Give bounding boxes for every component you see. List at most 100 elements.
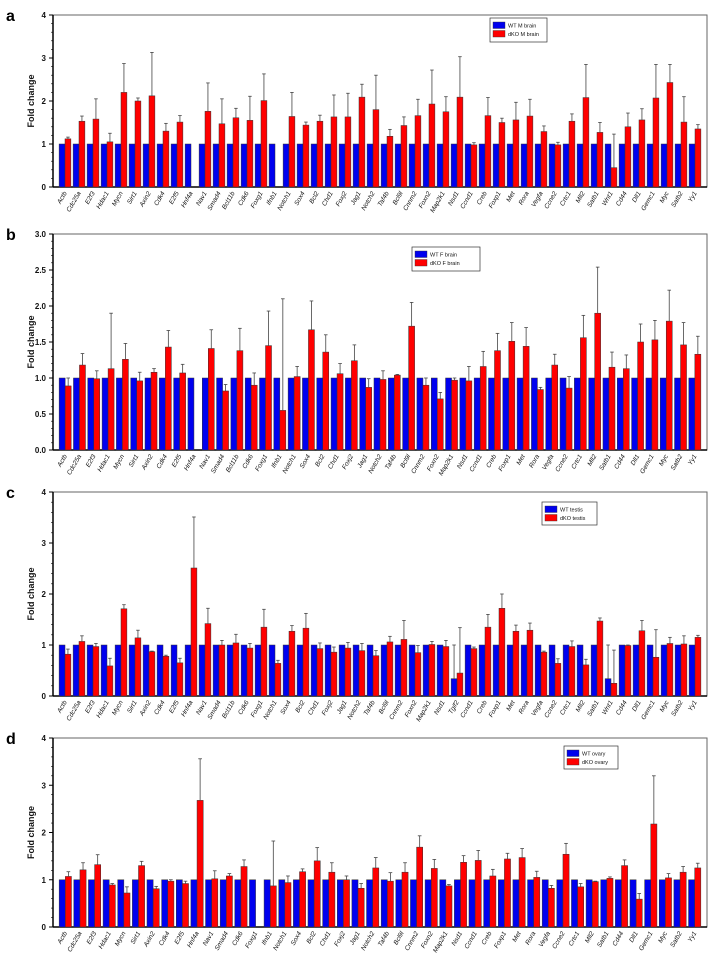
dko-bar: [621, 865, 628, 928]
wt-bar: [302, 377, 309, 451]
wt-bar: [483, 879, 491, 928]
dko-bar: [635, 898, 643, 928]
x-tick-label: Mll2: [584, 930, 596, 944]
dko-bar: [148, 651, 156, 697]
wt-bar: [359, 377, 366, 451]
x-tick-label: Nav1: [195, 190, 209, 207]
legend-box: [411, 246, 481, 272]
x-tick-label: Chd1: [319, 930, 333, 947]
x-tick-label: Bcl9l: [378, 699, 391, 715]
wt-bar: [645, 377, 653, 451]
x-tick-label: Tgif2: [447, 699, 460, 715]
dko-bar: [651, 339, 659, 451]
x-tick-label: Sox4: [290, 930, 304, 947]
dko-bar: [204, 623, 212, 697]
x-tick-label: Met: [505, 698, 517, 712]
wt-bar: [128, 644, 136, 697]
dko-bar: [551, 364, 558, 451]
wt-bar: [58, 143, 66, 188]
wt-bar: [198, 143, 206, 188]
wt-bar: [492, 143, 500, 188]
x-tick-label: Gemc1: [640, 699, 657, 721]
wt-bar: [556, 879, 564, 928]
x-tick-label: Ccne2: [543, 699, 559, 719]
wt-bar: [408, 644, 416, 697]
x-tick-label: Ccnd1: [463, 930, 479, 950]
wt-bar: [445, 377, 452, 451]
legend-box: [489, 17, 548, 43]
wt-bar: [632, 143, 640, 188]
wt-bar: [310, 644, 318, 697]
dko-bar: [456, 672, 464, 697]
dko-bar: [148, 95, 156, 188]
x-tick-label: Yy1: [687, 190, 699, 204]
x-tick-label: Actb: [56, 930, 69, 946]
wt-bar: [520, 143, 528, 188]
dko-bar: [694, 637, 702, 697]
x-tick-label: Vegfa: [541, 453, 556, 471]
dko-bar: [484, 115, 492, 188]
dko-bar: [134, 637, 142, 697]
wt-bar: [380, 644, 388, 697]
legend-swatch: [566, 758, 580, 766]
x-tick-label: Foxg1: [244, 930, 259, 949]
legend-swatch: [414, 259, 428, 267]
x-tick-label: Notch1: [281, 453, 298, 475]
wt-bar: [345, 377, 352, 451]
dko-bar: [610, 683, 618, 697]
dko-bar: [288, 630, 296, 697]
x-tick-label: Gemc1: [639, 453, 656, 475]
dko-bar: [652, 97, 660, 188]
dko-bar: [537, 389, 544, 451]
x-tick-label: Bcl2: [305, 930, 318, 945]
wt-bar: [373, 377, 381, 451]
dko-bar: [484, 626, 492, 697]
wt-bar: [366, 879, 373, 928]
panel-letter: c: [6, 485, 15, 502]
dko-bar: [498, 122, 506, 188]
x-tick-label: Axin2: [138, 699, 153, 718]
wt-bar: [254, 644, 262, 697]
wt-bar: [240, 644, 248, 697]
dko-bar: [330, 116, 338, 188]
legend: WT testis dKO testis: [541, 501, 598, 526]
wt-bar: [688, 143, 696, 188]
x-tick-label: Sox4: [293, 190, 307, 207]
dko-bar: [138, 865, 145, 928]
x-tick-label: Satb1: [586, 699, 601, 718]
dko-bar: [694, 128, 702, 188]
wt-bar: [187, 377, 195, 451]
x-tick-label: Satb1: [596, 930, 611, 949]
dko-bar: [386, 136, 394, 188]
dko-bar: [236, 350, 244, 451]
x-tick-label: Gemc1: [640, 190, 657, 212]
x-tick-label: Cdc25a: [66, 930, 83, 953]
dko-bar: [637, 341, 644, 451]
dko-bar: [666, 82, 674, 188]
dko-bar: [387, 880, 394, 928]
wt-bar: [534, 644, 542, 697]
wt-bar: [249, 879, 256, 928]
dko-bar: [436, 398, 444, 451]
x-tick-label: Nsd1: [447, 190, 461, 207]
dko-bar: [489, 875, 497, 928]
x-tick-label: Bcl9l: [392, 190, 405, 206]
dko-bar: [372, 109, 380, 188]
wt-bar: [439, 879, 447, 928]
x-tick-label: Cdc25a: [66, 453, 83, 476]
panel-letter: d: [6, 731, 16, 748]
wt-bar: [464, 143, 472, 188]
x-tick-label: Dll1: [630, 453, 642, 467]
dko-bar: [250, 384, 258, 451]
wt-bar: [660, 143, 668, 188]
wt-bar: [307, 879, 315, 928]
wt-bar: [296, 644, 304, 697]
dko-bar: [240, 866, 248, 928]
wt-bar: [659, 879, 666, 928]
dko-bar: [260, 100, 268, 188]
dko-bar: [650, 823, 658, 928]
wt-bar: [506, 143, 514, 188]
wt-bar: [72, 644, 80, 697]
wt-bar: [101, 377, 109, 451]
x-tick-label: Chd1: [321, 190, 335, 207]
